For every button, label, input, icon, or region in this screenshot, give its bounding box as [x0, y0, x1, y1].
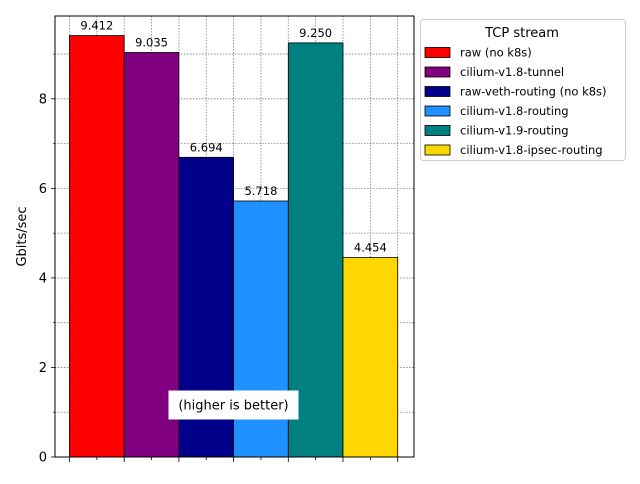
bar-value-label: 6.694: [190, 140, 223, 154]
bar: [287, 42, 344, 458]
legend-entry-label: cilium-v1.8-routing: [460, 104, 569, 118]
legend-entry-label: cilium-v1.9-routing: [460, 124, 569, 138]
legend-entry-label: cilium-v1.8-tunnel: [460, 65, 564, 79]
legend-frame: [420, 19, 626, 161]
y-tick-label: 6: [39, 182, 47, 197]
legend-swatch: [424, 66, 451, 78]
y-tick-label: 4: [39, 271, 47, 286]
legend-entry-label: raw (no k8s): [460, 46, 532, 60]
y-tick-label: 0: [39, 451, 47, 466]
annotation: (higher is better): [168, 390, 299, 420]
legend-swatch: [424, 125, 451, 136]
bar: [69, 35, 125, 458]
bar-value-label: 4.454: [354, 241, 387, 255]
bar-value-label: 9.412: [80, 19, 113, 33]
bar: [342, 257, 399, 458]
legend-entry-label: raw-veth-routing (no k8s): [460, 85, 607, 99]
bar-value-label: 5.718: [244, 184, 277, 198]
bar-value-label: 9.250: [299, 26, 332, 40]
plot-area-frame: [54, 15, 415, 458]
legend-entry-label: cilium-v1.8-ipsec-routing: [460, 143, 603, 157]
legend-swatch: [424, 47, 451, 58]
legend-items: raw (no k8s) cilium-v1.8-tunnel raw-veth-r…: [424, 46, 607, 157]
bars: [69, 35, 399, 458]
bar-value-labels: 9.412 9.035 6.694 5.718 9.250 4.454: [80, 19, 386, 255]
bar-value-label: 9.035: [135, 35, 168, 49]
annotation-box: [168, 390, 299, 420]
annotation-text: (higher is better): [178, 399, 288, 414]
y-tick-label: 8: [39, 92, 47, 107]
legend-swatch: [424, 144, 451, 156]
legend: TCP stream raw (no k8s) cilium-v1.8-tunne…: [420, 19, 626, 161]
legend-swatch: [424, 105, 451, 117]
y-tick-label: 2: [39, 361, 47, 376]
legend-title: TCP stream: [484, 26, 559, 41]
legend-swatch: [424, 86, 451, 97]
y-axis-label: Gbits/sec: [15, 206, 30, 266]
axis-ticks: 0 2 4 6 8: [39, 53, 399, 466]
